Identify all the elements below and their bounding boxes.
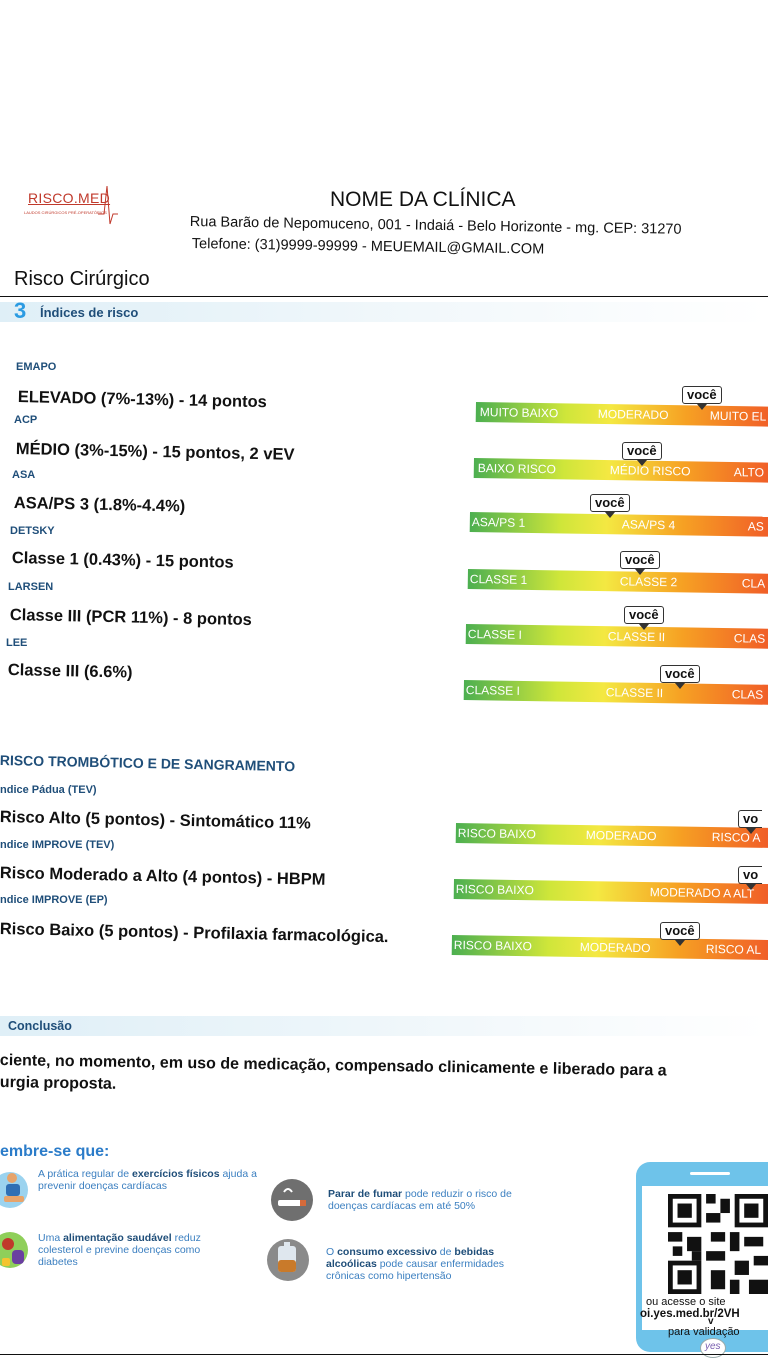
index-label-padua: ndice Pádua (TEV) — [0, 784, 97, 796]
validation-text-1: ou acesse o site — [646, 1296, 726, 1308]
risk-scale-lee: CLASSE I CLASSE II CLAS — [463, 680, 768, 705]
scale-label: ASA/PS 1 — [471, 515, 526, 530]
section-number: 3 — [14, 298, 27, 323]
risk-scale-asa: ASA/PS 1 ASA/PS 4 AS — [469, 512, 768, 537]
validation-url[interactable]: oi.yes.med.br/2VH — [640, 1308, 740, 1320]
index-value-padua: Risco Alto (5 pontos) - Sintomático 11% — [0, 808, 312, 833]
scale-label: MUITO BAIXO — [479, 405, 559, 421]
clinic-name: NOME DA CLÍNICA — [330, 188, 516, 211]
risk-scale-improve-tev: RISCO BAIXO MODERADO A ALT — [453, 879, 768, 905]
you-marker: você — [590, 494, 630, 518]
index-label-acp: ACP — [14, 414, 38, 426]
you-marker: você — [682, 386, 722, 410]
scale-label: ALTO — [733, 465, 765, 480]
scale-label: AS — [747, 519, 764, 534]
index-label-emapo: EMAPO — [16, 361, 57, 373]
exercise-icon — [0, 1172, 28, 1208]
index-value-lee: Classe III (6.6%) — [7, 661, 133, 682]
tip-smoking: Parar de fumar pode reduzir o risco de d… — [328, 1188, 512, 1212]
scale-label: ASA/PS 4 — [621, 517, 676, 533]
index-label-improve-tev: ndice IMPROVE (TEV) — [0, 839, 115, 851]
scale-label: MODERADO — [585, 828, 657, 844]
validation-text-3: v — [708, 1316, 714, 1327]
index-value-detsky: Classe 1 (0.43%) - 15 pontos — [11, 549, 234, 572]
scale-label: CLA — [741, 576, 766, 591]
conclusion-title: Conclusão — [8, 1019, 72, 1033]
conclusion-header: Conclusão — [0, 1016, 768, 1036]
scale-label: MODERADO — [579, 940, 651, 956]
index-value-asa: ASA/PS 3 (1.8%-4.4%) — [13, 494, 186, 516]
clinic-contact: Telefone: (31)9999-99999 - MEUEMAIL@GMAI… — [191, 236, 545, 258]
scale-label: RISCO BAIXO — [453, 938, 532, 954]
indices-header: 3 Índices de risco — [0, 298, 768, 323]
risco-med-logo: RISCO.MED LAUDOS CIRÚRGICOS PRÉ-OPERATÓR… — [18, 184, 118, 228]
scale-label: MODERADO — [597, 406, 669, 423]
validation-card: ou acesse o site oi.yes.med.br/2VH v par… — [636, 1162, 768, 1358]
scale-label: CLAS — [733, 631, 766, 646]
you-marker: vo — [738, 810, 763, 834]
scale-label: CLASSE I — [465, 683, 520, 698]
alcohol-icon — [267, 1239, 309, 1281]
risk-scale-detsky: CLASSE 1 CLASSE 2 CLA — [467, 569, 768, 594]
risk-scale-padua: RISCO BAIXO MODERADO RISCO A — [455, 823, 768, 848]
scale-label: CLASSE II — [605, 685, 664, 701]
you-marker: você — [620, 551, 660, 575]
reminders-title: embre-se que: — [0, 1143, 110, 1160]
scale-label: CLASSE 2 — [619, 574, 678, 590]
index-label-improve-ep: ndice IMPROVE (EP) — [0, 894, 108, 906]
risk-scale-emapo: MUITO BAIXO MODERADO MUITO EL — [475, 402, 768, 427]
scale-label: CLAS — [731, 687, 764, 702]
scale-label: MUITO EL — [709, 408, 767, 424]
phone-screen: ou acesse o site oi.yes.med.br/2VH — [640, 1186, 768, 1330]
logo-subtext: LAUDOS CIRÚRGICOS PRÉ-OPERATÓRIOS — [24, 210, 107, 215]
scale-label: CLASSE I — [467, 627, 522, 642]
tip-alcohol: O consumo excessivo de bebidas alcoólica… — [326, 1246, 505, 1282]
you-marker: vo — [738, 866, 763, 890]
risk-scale-larsen: CLASSE I CLASSE II CLAS — [465, 624, 768, 649]
healthy-food-icon — [0, 1232, 28, 1268]
you-marker: você — [624, 606, 664, 630]
index-value-improve-tev: Risco Moderado a Alto (4 pontos) - HBPM — [0, 864, 326, 889]
you-marker: você — [660, 665, 700, 689]
no-smoking-icon — [271, 1179, 313, 1221]
qr-code-icon[interactable] — [668, 1194, 768, 1294]
footer-divider — [0, 1354, 768, 1355]
validation-text-4: para validação — [668, 1326, 740, 1338]
index-value-larsen: Classe III (PCR 11%) - 8 pontos — [9, 606, 253, 630]
scale-label: CLASSE II — [607, 629, 666, 645]
scale-label: RISCO BAIXO — [457, 826, 536, 842]
clinic-address: Rua Barão de Nepomuceno, 001 - Indaiá - … — [189, 214, 682, 238]
scale-label: RISCO BAIXO — [455, 882, 534, 898]
index-label-asa: ASA — [12, 469, 36, 481]
phone-speaker — [690, 1172, 730, 1175]
scale-label: CLASSE 1 — [469, 572, 528, 587]
risk-scale-improve-ep: RISCO BAIXO MODERADO RISCO AL — [451, 935, 768, 961]
section-title: Risco Cirúrgico — [14, 268, 150, 290]
you-marker: você — [660, 922, 700, 946]
heartbeat-icon — [98, 185, 118, 225]
tip-food: Uma alimentação saudável reduz colestero… — [38, 1232, 201, 1268]
scale-label: MODERADO A ALT — [649, 885, 755, 901]
tip-exercise: A prática regular de exercícios físicos … — [38, 1168, 257, 1192]
scale-label: RISCO AL — [705, 941, 762, 957]
you-marker: você — [622, 442, 662, 466]
index-value-improve-ep: Risco Baixo (5 pontos) - Profilaxia farm… — [0, 920, 389, 947]
index-value-emapo: ELEVADO (7%-13%) - 14 pontos — [17, 388, 268, 412]
index-value-acp: MÉDIO (3%-15%) - 15 pontos, 2 vEV — [15, 440, 295, 464]
indices-title: Índices de risco — [40, 305, 139, 320]
scale-label: MÉDIO RISCO — [609, 463, 691, 479]
risk-scale-acp: BAIXO RISCO MÉDIO RISCO ALTO — [473, 458, 768, 483]
scale-label: BAIXO RISCO — [477, 461, 556, 477]
yes-logo: yes — [700, 1338, 726, 1358]
divider — [0, 296, 768, 297]
index-label-larsen: LARSEN — [8, 581, 54, 593]
index-label-lee: LEE — [6, 637, 28, 649]
index-label-detsky: DETSKY — [10, 525, 55, 537]
conclusion-line-2: urgia proposta. — [0, 1074, 117, 1093]
logo-text: RISCO.MED — [28, 190, 111, 206]
thrombotic-title: RISCO TROMBÓTICO E DE SANGRAMENTO — [0, 752, 296, 775]
